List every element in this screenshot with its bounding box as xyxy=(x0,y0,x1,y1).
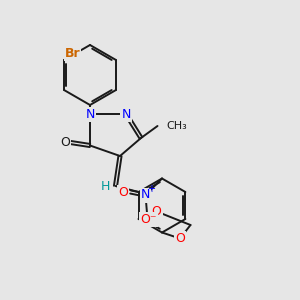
Text: H: H xyxy=(100,179,110,193)
Text: O⁻: O⁻ xyxy=(140,213,157,226)
Text: O: O xyxy=(60,136,70,149)
Text: N: N xyxy=(85,107,95,121)
Text: +: + xyxy=(147,184,155,194)
Text: O: O xyxy=(118,185,128,199)
Text: N: N xyxy=(121,107,131,121)
Text: N: N xyxy=(141,188,150,202)
Text: CH₃: CH₃ xyxy=(166,121,187,131)
Text: Br: Br xyxy=(64,47,80,60)
Text: O: O xyxy=(175,232,185,245)
Text: O: O xyxy=(152,205,162,218)
